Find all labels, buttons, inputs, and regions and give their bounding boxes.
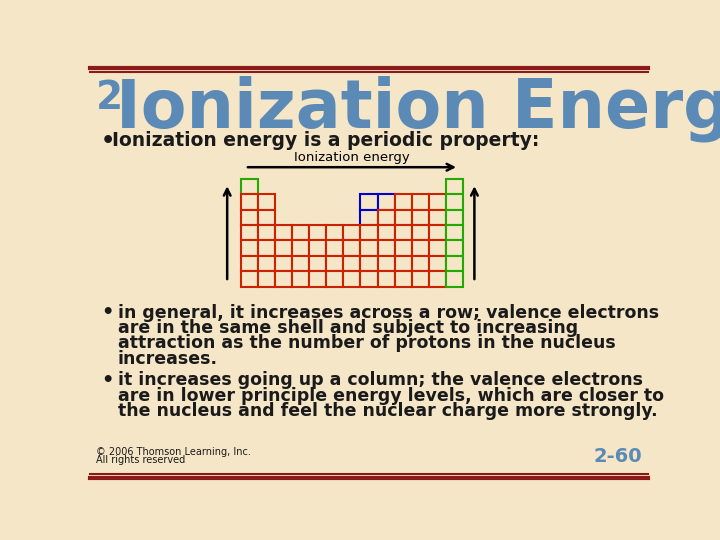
Bar <box>326 240 343 256</box>
Bar <box>377 194 395 210</box>
Text: in general, it increases across a row; valence electrons: in general, it increases across a row; v… <box>118 303 659 321</box>
Bar <box>275 271 292 287</box>
Bar <box>343 271 361 287</box>
Text: are in lower principle energy levels, which are closer to: are in lower principle energy levels, wh… <box>118 387 664 404</box>
Bar <box>292 256 310 271</box>
Text: are in the same shell and subject to increasing: are in the same shell and subject to inc… <box>118 319 578 337</box>
Bar <box>241 225 258 240</box>
Bar <box>412 225 428 240</box>
Bar <box>446 210 463 225</box>
Bar <box>428 271 446 287</box>
Bar <box>241 179 258 194</box>
Bar <box>395 240 412 256</box>
Text: increases.: increases. <box>118 350 218 368</box>
Bar <box>428 210 446 225</box>
Bar <box>275 256 292 271</box>
Bar <box>361 271 377 287</box>
Bar <box>310 271 326 287</box>
Bar <box>412 256 428 271</box>
Text: © 2006 Thomson Learning, Inc.: © 2006 Thomson Learning, Inc. <box>96 448 251 457</box>
Bar <box>343 240 361 256</box>
Text: Ionization energy: Ionization energy <box>294 151 410 164</box>
Bar <box>395 256 412 271</box>
Bar <box>361 210 377 225</box>
Bar <box>395 194 412 210</box>
Bar <box>292 240 310 256</box>
Bar <box>446 271 463 287</box>
Bar <box>310 225 326 240</box>
Bar <box>361 256 377 271</box>
Bar <box>446 194 463 210</box>
Bar <box>241 256 258 271</box>
Bar <box>377 271 395 287</box>
Bar <box>395 271 412 287</box>
Text: 2: 2 <box>96 79 123 117</box>
Bar <box>258 271 275 287</box>
Bar <box>395 225 412 240</box>
Bar <box>428 194 446 210</box>
Text: All rights reserved: All rights reserved <box>96 455 186 465</box>
Bar <box>377 210 395 225</box>
Bar <box>258 240 275 256</box>
Bar <box>412 210 428 225</box>
Bar <box>241 271 258 287</box>
Text: •: • <box>101 131 115 151</box>
Bar <box>412 240 428 256</box>
Bar <box>343 256 361 271</box>
Bar <box>412 271 428 287</box>
Bar <box>446 240 463 256</box>
Bar <box>446 225 463 240</box>
Bar <box>428 225 446 240</box>
Bar <box>292 271 310 287</box>
Bar <box>446 179 463 194</box>
Bar <box>275 240 292 256</box>
Bar <box>377 240 395 256</box>
Bar <box>258 256 275 271</box>
Text: attraction as the number of protons in the nucleus: attraction as the number of protons in t… <box>118 334 616 352</box>
Bar <box>326 225 343 240</box>
Bar <box>412 194 428 210</box>
Bar <box>241 240 258 256</box>
Bar <box>343 225 361 240</box>
Bar <box>292 225 310 240</box>
Bar <box>310 256 326 271</box>
Bar <box>361 194 377 210</box>
Bar <box>361 225 377 240</box>
Bar <box>275 225 292 240</box>
Bar <box>241 194 258 210</box>
Bar <box>258 210 275 225</box>
Text: •: • <box>101 303 113 322</box>
Bar <box>446 256 463 271</box>
Text: Ionization Energy: Ionization Energy <box>117 76 720 143</box>
Bar <box>258 225 275 240</box>
Text: it increases going up a column; the valence electrons: it increases going up a column; the vale… <box>118 372 643 389</box>
Text: •: • <box>101 372 113 390</box>
Bar <box>395 210 412 225</box>
Bar <box>326 256 343 271</box>
Bar <box>361 240 377 256</box>
Text: 2-60: 2-60 <box>593 448 642 467</box>
Bar <box>377 256 395 271</box>
Text: Ionization energy is a periodic property:: Ionization energy is a periodic property… <box>112 131 539 150</box>
Bar <box>377 225 395 240</box>
Bar <box>241 210 258 225</box>
Text: the nucleus and feel the nuclear charge more strongly.: the nucleus and feel the nuclear charge … <box>118 402 657 420</box>
Bar <box>428 256 446 271</box>
Bar <box>258 194 275 210</box>
Bar <box>326 271 343 287</box>
Bar <box>428 240 446 256</box>
Bar <box>310 240 326 256</box>
